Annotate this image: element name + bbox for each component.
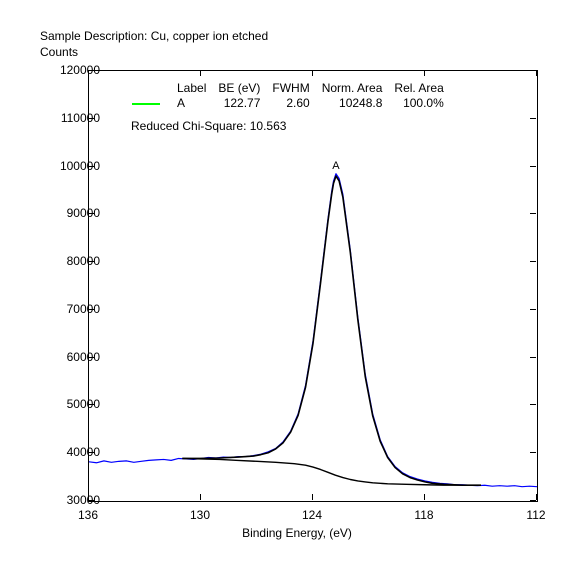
- x-tick-label: 130: [190, 508, 210, 522]
- title-block: Sample Description: Cu, copper ion etche…: [40, 28, 268, 60]
- legend-val-relarea: 100.0%: [388, 96, 449, 111]
- counts-label: Counts: [40, 44, 268, 60]
- legend-val-be: 122.77: [212, 96, 266, 111]
- background-series: [182, 458, 481, 485]
- fit-series: [182, 176, 481, 485]
- legend-val-normarea: 10248.8: [316, 96, 389, 111]
- x-axis-label: Binding Energy, (eV): [38, 526, 556, 540]
- legend-hdr-fwhm: FWHM: [266, 81, 315, 96]
- x-tick-label: 124: [302, 508, 322, 522]
- page: Sample Description: Cu, copper ion etche…: [0, 0, 578, 572]
- legend-hdr-be: BE (eV): [212, 81, 266, 96]
- legend-swatch: [132, 103, 160, 105]
- legend-header-row: Label BE (eV) FWHM Norm. Area Rel. Area: [125, 81, 450, 96]
- x-tick-label: 136: [78, 508, 98, 522]
- legend-hdr-label: Label: [171, 81, 212, 96]
- x-tick-label: 118: [414, 508, 433, 522]
- x-tick-label: 112: [526, 508, 545, 522]
- legend-table: Label BE (eV) FWHM Norm. Area Rel. Area …: [125, 81, 450, 111]
- chart: Label BE (eV) FWHM Norm. Area Rel. Area …: [38, 60, 556, 560]
- plot-svg: [89, 71, 537, 501]
- legend-hdr-relarea: Rel. Area: [388, 81, 449, 96]
- peak-label: A: [332, 160, 339, 172]
- chi-square-label: Reduced Chi-Square: 10.563: [131, 119, 286, 133]
- plot-area: Label BE (eV) FWHM Norm. Area Rel. Area …: [88, 70, 538, 502]
- legend-hdr-normarea: Norm. Area: [316, 81, 389, 96]
- data-series: [89, 174, 537, 487]
- legend-val-label: A: [171, 96, 212, 111]
- sample-description: Sample Description: Cu, copper ion etche…: [40, 28, 268, 44]
- legend-row: A 122.77 2.60 10248.8 100.0%: [125, 96, 450, 111]
- legend-val-fwhm: 2.60: [266, 96, 315, 111]
